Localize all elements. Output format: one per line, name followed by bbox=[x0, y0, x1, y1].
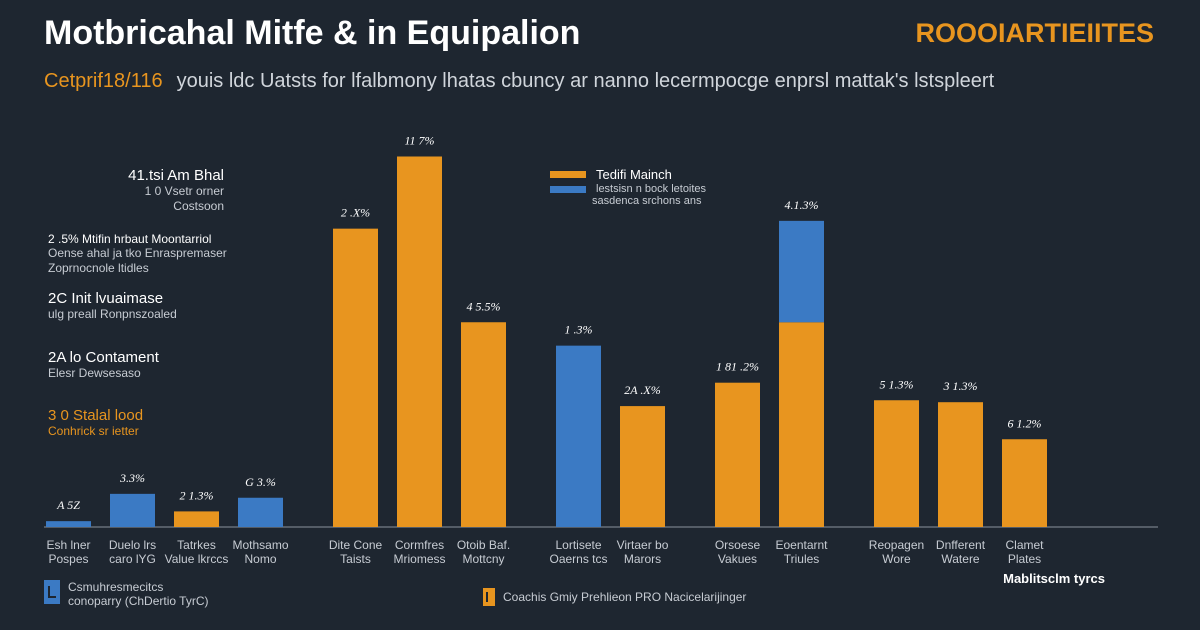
bar-data-label: 3.3% bbox=[119, 471, 145, 485]
x-tick-label: Lortisete bbox=[555, 538, 601, 552]
x-tick-label: Cormfres bbox=[395, 538, 444, 552]
bar bbox=[238, 497, 283, 527]
footer-left: Csmuhresmecitcs conoparry (ChDertio TyrC… bbox=[44, 580, 208, 608]
left-label-head: 41.tsi Am Bhal bbox=[128, 167, 224, 184]
x-tick-label: Plates bbox=[1008, 552, 1041, 566]
bar-data-label: 2 1.3% bbox=[180, 488, 214, 502]
left-label: 3 0 Stalal lood Conhrick sr ietter bbox=[48, 407, 228, 439]
legend: Tedifi Mainch lestsisn n bock letoites s… bbox=[550, 165, 706, 207]
brand-logo-text: ROOOIARTIEIITES bbox=[915, 18, 1154, 48]
x-tick-label: Pospes bbox=[48, 552, 88, 566]
footer-mid: Coachis Gmiy Prehlieon PRO Nacicelarijin… bbox=[483, 588, 746, 606]
bar bbox=[46, 521, 91, 527]
left-label-head: 2 .5% Mtifin hrbaut Moontarriol bbox=[48, 232, 212, 246]
x-tick-label: Eoentarnt bbox=[775, 538, 828, 552]
footer-mid-text: Coachis Gmiy Prehlieon PRO Nacicelarijin… bbox=[503, 590, 747, 604]
bar-data-label: A 5Z bbox=[56, 498, 80, 512]
bar bbox=[779, 220, 824, 323]
x-tick-label: Dnfferent bbox=[936, 538, 986, 552]
x-tick-label: Value lkrccs bbox=[165, 552, 229, 566]
bar-data-label: 6 1.2% bbox=[1008, 416, 1042, 430]
bar bbox=[938, 402, 983, 527]
x-tick-label: Otoib Baf. bbox=[457, 538, 510, 552]
x-tick-label: Esh lner bbox=[46, 538, 90, 552]
x-tick-label: Marors bbox=[624, 552, 661, 566]
bar bbox=[779, 322, 824, 527]
x-tick-label: Nomo bbox=[244, 552, 276, 566]
footer-left-line: Csmuhresmecitcs bbox=[68, 580, 164, 594]
x-tick-label: Mothsamo bbox=[232, 538, 288, 552]
bar-data-label: 3 1.3% bbox=[943, 379, 978, 393]
left-label-sub: ulg preall Ronpnszoaled bbox=[48, 307, 177, 321]
x-tick-label: Clamet bbox=[1005, 538, 1044, 552]
x-axis-caption: Mablitsclm tyrcs bbox=[1003, 571, 1105, 586]
x-tick-label: Dite Cone bbox=[329, 538, 383, 552]
bar bbox=[874, 400, 919, 527]
x-tick-label: Oaerns tcs bbox=[549, 552, 607, 566]
bar-data-label: 1 .3% bbox=[565, 323, 593, 337]
left-label: 2A lo Contament Elesr Dewsesaso bbox=[48, 349, 228, 381]
left-label-head: 2A lo Contament bbox=[48, 349, 159, 366]
subtitle-text: youis ldc Uatsts for lfalbmony lhatas cb… bbox=[176, 70, 995, 92]
bar bbox=[397, 156, 442, 527]
bar-data-label: 5 1.3% bbox=[880, 377, 914, 391]
legend-item: Tedifi Mainch bbox=[550, 165, 706, 183]
legend-note: sasdenca srchons ans bbox=[592, 195, 702, 207]
bar-chart-icon bbox=[483, 588, 495, 606]
chart-title: Motbricahal Mitfe & in Equipalion bbox=[44, 14, 581, 52]
left-label: 2 .5% Mtifin hrbaut Moontarriol Oense ah… bbox=[48, 232, 263, 276]
bar-data-label: 11 7% bbox=[404, 134, 434, 148]
left-label-sub: Costsoon bbox=[173, 199, 224, 213]
x-tick-label: Wore bbox=[882, 552, 911, 566]
legend-note: lestsisn n bock letoites bbox=[596, 183, 707, 195]
bar-data-label: 1 81 .2% bbox=[716, 360, 759, 374]
x-tick-label: Taists bbox=[340, 552, 371, 566]
bar bbox=[110, 493, 155, 527]
bar bbox=[620, 406, 665, 527]
x-tick-label: Orsoese bbox=[715, 538, 761, 552]
bar bbox=[715, 382, 760, 527]
bar bbox=[556, 345, 601, 527]
x-tick-label: Reopagen bbox=[869, 538, 924, 552]
left-label-sub: 1 0 Vsetr orner bbox=[144, 184, 224, 198]
x-tick-label: caro lYG bbox=[109, 552, 156, 566]
x-tick-label: Tatrkes bbox=[177, 538, 216, 552]
left-label-head: 3 0 Stalal lood bbox=[48, 407, 144, 424]
left-label-sub: Elesr Dewsesaso bbox=[48, 366, 141, 380]
x-tick-label: Duelo lrs bbox=[109, 538, 156, 552]
legend-item-name: Tedifi Mainch bbox=[596, 166, 672, 182]
left-label-sub: Zoprnocnole ltidles bbox=[48, 261, 149, 275]
bar bbox=[174, 511, 219, 527]
left-label-head: 2C Init lvuaimase bbox=[48, 290, 164, 307]
x-tick-label: Vakues bbox=[718, 552, 757, 566]
x-tick-label: Triules bbox=[784, 552, 820, 566]
bar-data-label: 4 5.5% bbox=[467, 299, 501, 313]
left-label-sub: Conhrick sr ietter bbox=[48, 424, 139, 438]
chart-subtitle: Cetprif18/116 youis ldc Uatsts for lfalbm… bbox=[44, 70, 994, 93]
bar bbox=[333, 228, 378, 527]
bar bbox=[461, 322, 506, 527]
left-label-sub: Oense ahal ja tko Enraspremaser bbox=[48, 246, 227, 260]
footer-left-line: conoparry (ChDertio TyrC) bbox=[68, 594, 209, 608]
left-label: 41.tsi Am Bhal 1 0 Vsetr orner Costsoon bbox=[44, 167, 224, 214]
legend-swatch-blue bbox=[550, 185, 586, 193]
bar bbox=[1002, 439, 1047, 527]
bar-data-label: 4.1.3% bbox=[785, 198, 819, 212]
bar-data-label: G 3.% bbox=[245, 475, 276, 489]
bar-data-label: 2 .X% bbox=[341, 206, 370, 220]
chart-doc-icon bbox=[44, 580, 60, 604]
legend-swatch-orange bbox=[550, 170, 586, 178]
x-tick-label: Virtaer bo bbox=[617, 538, 669, 552]
subtitle-lead: Cetprif18/116 bbox=[44, 70, 163, 92]
x-tick-label: Watere bbox=[941, 552, 980, 566]
bar-data-label: 2A .X% bbox=[624, 383, 660, 397]
x-tick-label: Mriomess bbox=[393, 552, 445, 566]
left-label: 2C Init lvuaimase ulg preall Ronpnszoale… bbox=[48, 290, 228, 322]
x-tick-label: Mottcny bbox=[462, 552, 504, 566]
legend-item: lestsisn n bock letoites bbox=[550, 183, 706, 195]
